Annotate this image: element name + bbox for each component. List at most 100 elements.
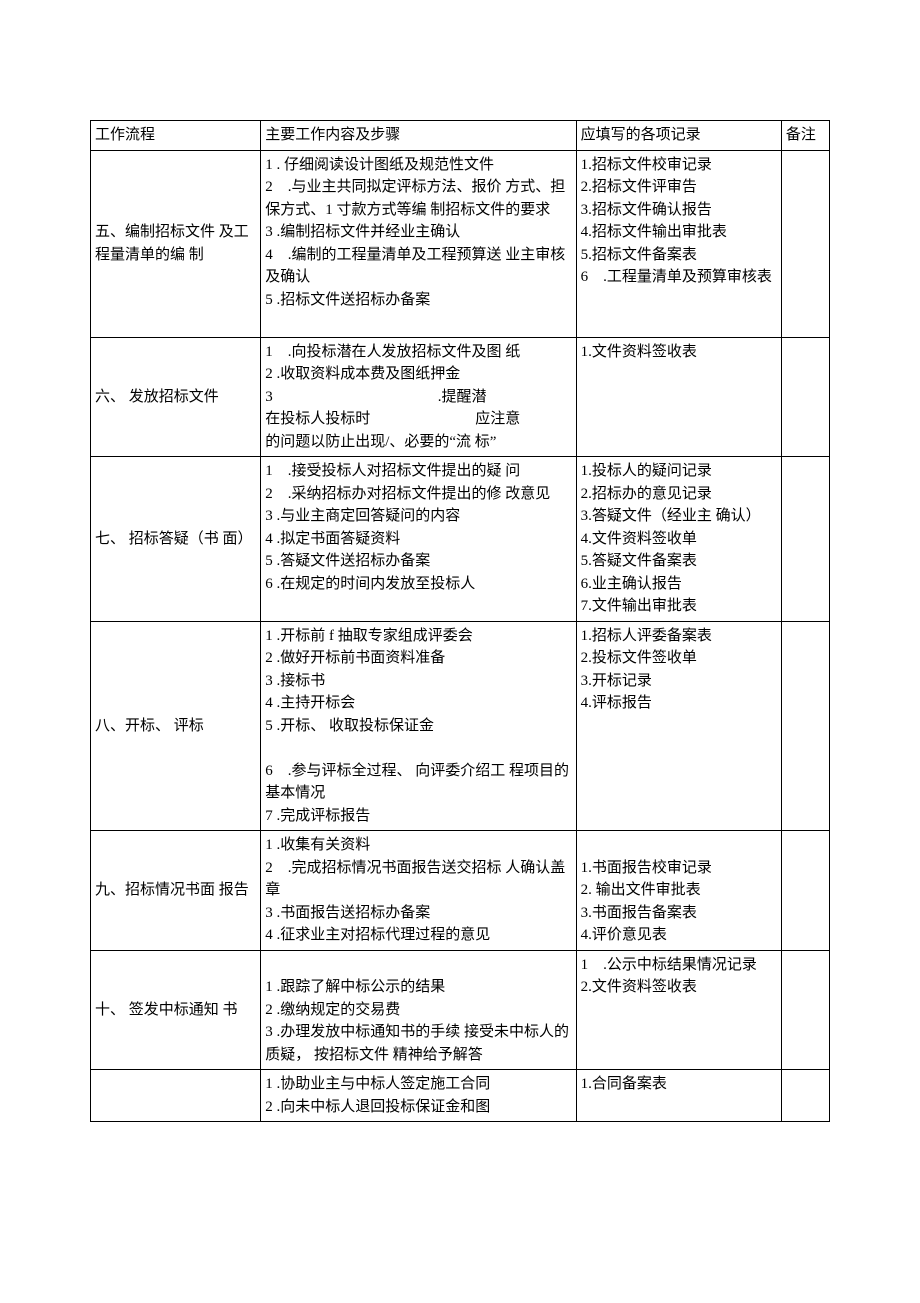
records-line: 3.开标记录	[581, 670, 777, 693]
content-line: 5 .开标、 收取投标保证金	[265, 715, 571, 738]
process-table: 工作流程 主要工作内容及步骤 应填写的各项记录 备注 五、编制招标文件 及工程量…	[90, 120, 830, 1122]
content-cell: 1 .协助业主与中标人签定施工合同2 .向未中标人退回投标保证金和图	[261, 1070, 576, 1122]
flow-cell: 五、编制招标文件 及工程量清单的编 制	[91, 150, 261, 337]
content-line: 5 .答疑文件送招标办备案	[265, 550, 571, 573]
records-cell: 1.投标人的疑问记录2.招标办的意见记录3.答疑文件（经业主 确认）4.文件资料…	[576, 457, 781, 622]
records-line: 4.评标报告	[581, 692, 777, 715]
content-line: 3 .书面报告送招标办备案	[265, 902, 571, 925]
records-line: 1.文件资料签收表	[581, 341, 777, 364]
records-line: 1.书面报告校审记录	[581, 857, 777, 880]
content-line: 2 .与业主共同拟定评标方法、报价 方式、担保方式、1 寸款方式等编 制招标文件…	[265, 176, 571, 221]
content-line: 4 .征求业主对招标代理过程的意见	[265, 924, 571, 947]
records-line: 3.书面报告备案表	[581, 902, 777, 925]
records-cell: 1.合同备案表	[576, 1070, 781, 1122]
content-line: 2 .完成招标情况书面报告送交招标 人确认盖章	[265, 857, 571, 902]
content-line: 在投标人投标时 应注意	[265, 408, 571, 431]
records-cell: 1.招标人评委备案表2.投标文件签收单3.开标记录4.评标报告	[576, 621, 781, 831]
records-line: 5.答疑文件备案表	[581, 550, 777, 573]
content-line: 4 .主持开标会	[265, 692, 571, 715]
content-line: 1 .向投标潜在人发放招标文件及图 纸	[265, 341, 571, 364]
header-records: 应填写的各项记录	[576, 121, 781, 151]
content-line: 2 .采纳招标办对招标文件提出的修 改意见	[265, 483, 571, 506]
flow-cell: 七、 招标答疑（书 面）	[91, 457, 261, 622]
table-row: 五、编制招标文件 及工程量清单的编 制1 . 仔细阅读设计图纸及规范性文件2 .…	[91, 150, 830, 337]
table-row: 八、开标、 评标1 .开标前 f 抽取专家组成评委会2 .做好开标前书面资料准备…	[91, 621, 830, 831]
content-cell: 1 .跟踪了解中标公示的结果2 .缴纳规定的交易费3 .办理发放中标通知书的手续…	[261, 950, 576, 1070]
notes-cell	[781, 950, 829, 1070]
table-row: 七、 招标答疑（书 面）1 .接受投标人对招标文件提出的疑 问2 .采纳招标办对…	[91, 457, 830, 622]
content-line	[265, 595, 571, 618]
content-line: 2 .向未中标人退回投标保证金和图	[265, 1096, 571, 1119]
content-line: 6 .参与评标全过程、 向评委介绍工 程项目的基本情况	[265, 760, 571, 805]
records-line: 6.业主确认报告	[581, 573, 777, 596]
records-line: 4.招标文件输出审批表	[581, 221, 777, 244]
table-row: 十、 签发中标通知 书 1 .跟踪了解中标公示的结果2 .缴纳规定的交易费3 .…	[91, 950, 830, 1070]
content-line: 4 .编制的工程量清单及工程预算送 业主审核及确认	[265, 244, 571, 289]
records-line: 1.招标人评委备案表	[581, 625, 777, 648]
records-line: 4.文件资料签收单	[581, 528, 777, 551]
records-cell: 1.招标文件校审记录2.招标文件评审告3.招标文件确认报告4.招标文件输出审批表…	[576, 150, 781, 337]
content-line	[265, 954, 571, 977]
records-line: 2. 输出文件审批表	[581, 879, 777, 902]
header-notes: 备注	[781, 121, 829, 151]
header-flow: 工作流程	[91, 121, 261, 151]
records-line: 2.招标办的意见记录	[581, 483, 777, 506]
records-line: 2.招标文件评审告	[581, 176, 777, 199]
notes-cell	[781, 337, 829, 457]
records-cell: 1.书面报告校审记录2. 输出文件审批表3.书面报告备案表4.评价意见表	[576, 831, 781, 951]
content-line: 1 .跟踪了解中标公示的结果	[265, 976, 571, 999]
content-line: 3 .与业主商定回答疑问的内容	[265, 505, 571, 528]
records-line: 7.文件输出审批表	[581, 595, 777, 618]
records-cell: 1.文件资料签收表	[576, 337, 781, 457]
records-line: 3.招标文件确认报告	[581, 199, 777, 222]
content-line	[265, 311, 571, 334]
content-line: 1 . 仔细阅读设计图纸及规范性文件	[265, 154, 571, 177]
records-line: 6 .工程量清单及预算审核表	[581, 266, 777, 289]
records-line: 3.答疑文件（经业主 确认）	[581, 505, 777, 528]
flow-cell: 六、 发放招标文件	[91, 337, 261, 457]
notes-cell	[781, 150, 829, 337]
content-line: 1 .协助业主与中标人签定施工合同	[265, 1073, 571, 1096]
content-line: 5 .招标文件送招标办备案	[265, 289, 571, 312]
content-line	[265, 737, 571, 760]
content-line: 4 .拟定书面答疑资料	[265, 528, 571, 551]
records-line: 1 .公示中标结果情况记录	[581, 954, 777, 977]
content-line: 3 .提醒潜	[265, 386, 571, 409]
notes-cell	[781, 621, 829, 831]
content-line: 1 .收集有关资料	[265, 834, 571, 857]
content-line: 3 .接标书	[265, 670, 571, 693]
flow-cell: 九、招标情况书面 报告	[91, 831, 261, 951]
table-row: 九、招标情况书面 报告1 .收集有关资料2 .完成招标情况书面报告送交招标 人确…	[91, 831, 830, 951]
records-line: 1.投标人的疑问记录	[581, 460, 777, 483]
records-line: 2.投标文件签收单	[581, 647, 777, 670]
notes-cell	[781, 457, 829, 622]
content-line: 1 .接受投标人对招标文件提出的疑 问	[265, 460, 571, 483]
content-line: 3 .办理发放中标通知书的手续 接受未中标人的质疑， 按招标文件 精神给予解答	[265, 1021, 571, 1066]
content-line: 3 .编制招标文件并经业主确认	[265, 221, 571, 244]
flow-cell: 八、开标、 评标	[91, 621, 261, 831]
content-cell: 1 .向投标潜在人发放招标文件及图 纸2 .收取资料成本费及图纸押金3 .提醒潜…	[261, 337, 576, 457]
notes-cell	[781, 831, 829, 951]
content-line: 6 .在规定的时间内发放至投标人	[265, 573, 571, 596]
records-line: 4.评价意见表	[581, 924, 777, 947]
content-line: 的问题以防止出现/、必要的“流 标”	[265, 431, 571, 454]
records-line: 5.招标文件备案表	[581, 244, 777, 267]
header-content: 主要工作内容及步骤	[261, 121, 576, 151]
content-line: 2 .收取资料成本费及图纸押金	[265, 363, 571, 386]
content-line: 2 .缴纳规定的交易费	[265, 999, 571, 1022]
document-page: 工作流程 主要工作内容及步骤 应填写的各项记录 备注 五、编制招标文件 及工程量…	[0, 0, 920, 1242]
records-line	[581, 834, 777, 857]
content-line: 1 .开标前 f 抽取专家组成评委会	[265, 625, 571, 648]
records-cell: 1 .公示中标结果情况记录2.文件资料签收表	[576, 950, 781, 1070]
content-cell: 1 .开标前 f 抽取专家组成评委会2 .做好开标前书面资料准备3 .接标书4 …	[261, 621, 576, 831]
records-line: 1.合同备案表	[581, 1073, 777, 1096]
records-line: 2.文件资料签收表	[581, 976, 777, 999]
notes-cell	[781, 1070, 829, 1122]
table-row: 1 .协助业主与中标人签定施工合同2 .向未中标人退回投标保证金和图1.合同备案…	[91, 1070, 830, 1122]
table-header-row: 工作流程 主要工作内容及步骤 应填写的各项记录 备注	[91, 121, 830, 151]
flow-cell	[91, 1070, 261, 1122]
content-line: 2 .做好开标前书面资料准备	[265, 647, 571, 670]
content-cell: 1 .接受投标人对招标文件提出的疑 问2 .采纳招标办对招标文件提出的修 改意见…	[261, 457, 576, 622]
records-line: 1.招标文件校审记录	[581, 154, 777, 177]
content-cell: 1 .收集有关资料2 .完成招标情况书面报告送交招标 人确认盖章3 .书面报告送…	[261, 831, 576, 951]
